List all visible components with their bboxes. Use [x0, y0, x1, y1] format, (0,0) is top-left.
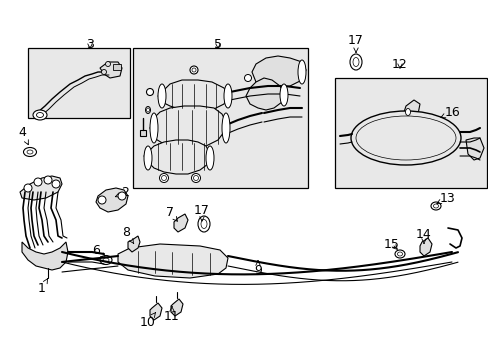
- Ellipse shape: [37, 112, 43, 117]
- Text: 16: 16: [440, 105, 460, 118]
- Circle shape: [102, 69, 106, 75]
- Circle shape: [52, 180, 60, 188]
- Ellipse shape: [191, 174, 200, 183]
- Bar: [334, 78, 486, 188]
- Circle shape: [44, 176, 52, 184]
- Text: 11: 11: [164, 307, 180, 323]
- Ellipse shape: [23, 148, 37, 157]
- Text: 9: 9: [254, 261, 262, 276]
- Ellipse shape: [350, 111, 460, 165]
- Polygon shape: [150, 303, 162, 320]
- Ellipse shape: [430, 202, 440, 210]
- Polygon shape: [143, 140, 209, 174]
- Text: 10: 10: [140, 312, 156, 328]
- Text: 4: 4: [18, 126, 28, 145]
- Polygon shape: [140, 130, 146, 136]
- Ellipse shape: [297, 60, 305, 84]
- Text: 8: 8: [122, 225, 134, 244]
- Circle shape: [24, 184, 32, 192]
- Ellipse shape: [150, 113, 158, 143]
- Ellipse shape: [198, 216, 209, 232]
- Text: 13: 13: [436, 192, 455, 204]
- Ellipse shape: [397, 252, 402, 256]
- Ellipse shape: [352, 58, 358, 67]
- Polygon shape: [100, 62, 122, 78]
- Polygon shape: [403, 100, 419, 120]
- Text: 17: 17: [194, 203, 209, 221]
- Text: 17: 17: [347, 33, 363, 53]
- Circle shape: [105, 62, 110, 67]
- Text: 6: 6: [92, 243, 105, 257]
- Bar: [133, 48, 307, 188]
- Ellipse shape: [33, 110, 47, 120]
- Polygon shape: [171, 299, 183, 316]
- Ellipse shape: [405, 108, 409, 116]
- Ellipse shape: [161, 175, 166, 180]
- Ellipse shape: [394, 250, 404, 258]
- Polygon shape: [22, 242, 68, 270]
- Ellipse shape: [159, 174, 168, 183]
- Text: 14: 14: [415, 228, 431, 243]
- Ellipse shape: [280, 84, 287, 106]
- Ellipse shape: [193, 175, 198, 180]
- Text: 15: 15: [383, 238, 399, 251]
- Ellipse shape: [145, 107, 150, 113]
- Polygon shape: [20, 176, 62, 200]
- Ellipse shape: [413, 125, 418, 131]
- Ellipse shape: [222, 113, 229, 143]
- Polygon shape: [419, 238, 431, 256]
- Ellipse shape: [146, 89, 153, 95]
- Ellipse shape: [349, 54, 361, 70]
- Circle shape: [34, 178, 42, 186]
- Ellipse shape: [100, 256, 112, 265]
- Polygon shape: [150, 106, 225, 148]
- Text: 1: 1: [38, 279, 47, 294]
- Polygon shape: [245, 78, 284, 110]
- Ellipse shape: [192, 68, 196, 72]
- Text: 12: 12: [391, 58, 407, 71]
- Ellipse shape: [244, 75, 251, 81]
- Polygon shape: [96, 188, 128, 212]
- Ellipse shape: [103, 258, 109, 262]
- Ellipse shape: [190, 66, 198, 74]
- Ellipse shape: [146, 108, 149, 112]
- Circle shape: [118, 192, 126, 200]
- Ellipse shape: [205, 146, 214, 170]
- Polygon shape: [251, 56, 305, 88]
- Ellipse shape: [158, 84, 165, 108]
- Text: 5: 5: [214, 37, 222, 50]
- Polygon shape: [128, 236, 140, 252]
- Circle shape: [98, 196, 106, 204]
- Polygon shape: [158, 80, 227, 112]
- Ellipse shape: [433, 204, 438, 208]
- Text: 3: 3: [86, 37, 94, 50]
- Ellipse shape: [201, 220, 206, 229]
- Polygon shape: [465, 138, 483, 160]
- Ellipse shape: [143, 146, 152, 170]
- Bar: [113, 64, 121, 70]
- Polygon shape: [174, 214, 187, 232]
- Ellipse shape: [27, 150, 33, 154]
- Ellipse shape: [224, 84, 231, 108]
- Text: 2: 2: [115, 186, 129, 199]
- Polygon shape: [118, 244, 227, 278]
- Bar: [28, 48, 130, 118]
- Text: 7: 7: [165, 206, 177, 221]
